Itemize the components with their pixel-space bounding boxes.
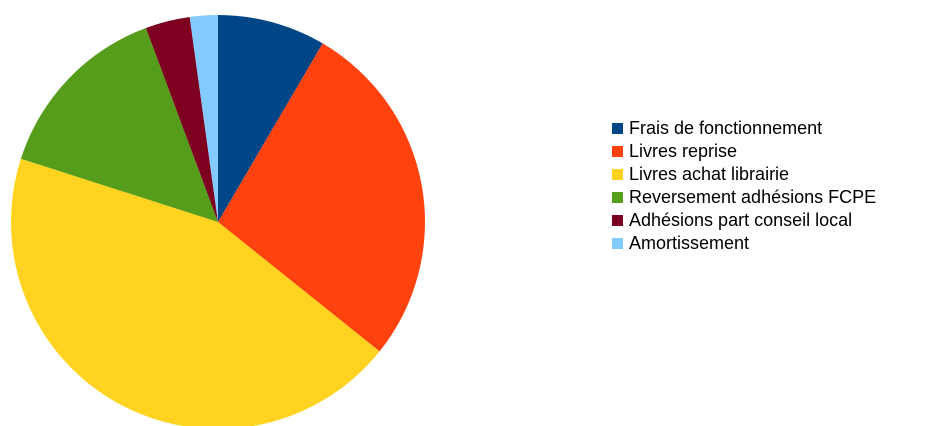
legend-label-reversement-adhesions-fcpe: Reversement adhésions FCPE [629,187,877,207]
legend-label-livres-reprise: Livres reprise [629,141,738,161]
legend-swatch-adhesions-part-conseil-local [612,215,623,226]
legend-label-adhesions-part-conseil-local: Adhésions part conseil local [629,210,853,230]
legend-swatch-livres-reprise [612,146,623,157]
legend-label-amortissement: Amortissement [629,233,750,253]
pie-slice-livres-reprise [218,43,426,352]
legend-item-adhesions-part-conseil-local: Adhésions part conseil local [612,209,942,232]
legend-item-reversement-adhesions-fcpe: Reversement adhésions FCPE [612,186,942,209]
legend-label-livres-achat-librairie: Livres achat librairie [629,164,790,184]
pie-slice-amortissement [189,15,218,222]
pie-slice-reversement-adhesions-fcpe [20,27,218,223]
legend-swatch-livres-achat-librairie [612,169,623,180]
legend-swatch-reversement-adhesions-fcpe [612,192,623,203]
pie-slice-adhesions-part-conseil-local [145,16,218,222]
legend-item-livres-reprise: Livres reprise [612,140,942,163]
pie-slice-frais-de-fonctionnement [218,15,323,222]
legend: Frais de fonctionnement Livres reprise L… [612,117,942,255]
legend-swatch-frais-de-fonctionnement [612,123,623,134]
legend-item-frais-de-fonctionnement: Frais de fonctionnement [612,117,942,140]
pie-chart [11,15,426,426]
legend-label-frais-de-fonctionnement: Frais de fonctionnement [629,118,823,138]
legend-item-amortissement: Amortissement [612,232,942,255]
pie-slices [11,15,426,426]
pie-slice-livres-achat-librairie [11,158,380,426]
legend-swatch-amortissement [612,238,623,249]
legend-item-livres-achat-librairie: Livres achat librairie [612,163,942,186]
